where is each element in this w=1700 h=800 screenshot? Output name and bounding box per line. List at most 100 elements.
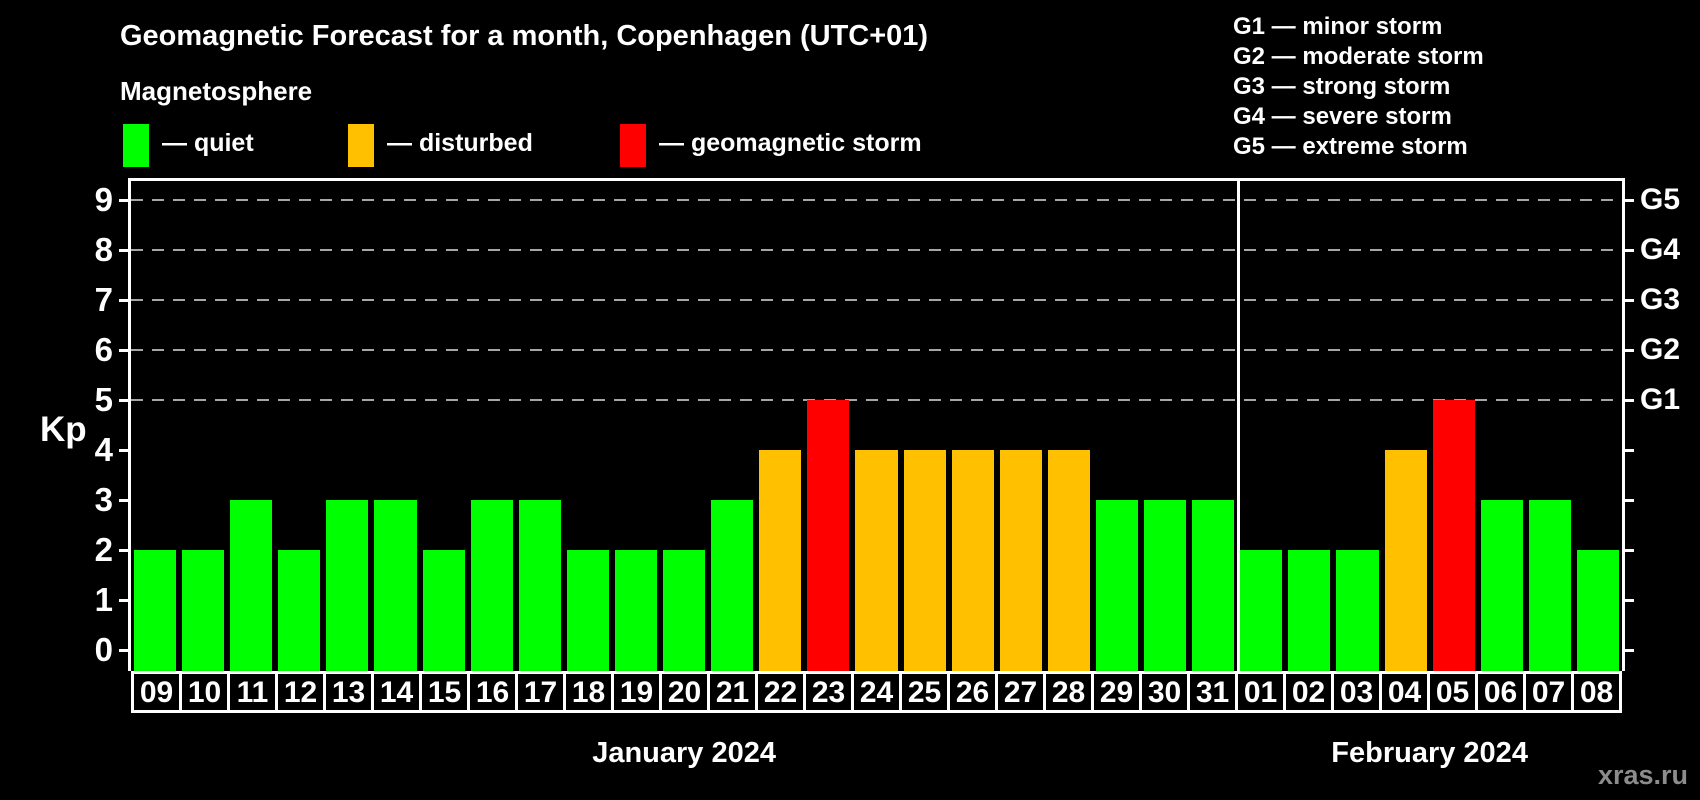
kp-bar-day-24 bbox=[855, 450, 898, 671]
right-axis-label-g1: G1 bbox=[1640, 383, 1681, 416]
right-axis-label-g3: G3 bbox=[1640, 283, 1681, 316]
y-tick-label: 6 bbox=[94, 331, 113, 368]
day-label: 27 bbox=[995, 671, 1046, 713]
y-axis-tick bbox=[119, 449, 131, 452]
kp-bar-day-28 bbox=[1047, 450, 1090, 671]
kp-bar-day-11 bbox=[230, 500, 273, 671]
right-axis-tick bbox=[1622, 399, 1634, 402]
day-label: 20 bbox=[659, 671, 710, 713]
day-label: 31 bbox=[1187, 671, 1238, 713]
legend-label-disturbed: — disturbed bbox=[387, 129, 533, 157]
y-tick-label: 3 bbox=[94, 481, 113, 518]
y-axis-tick bbox=[119, 499, 131, 502]
storm-scale-legend-line: G1 — minor storm bbox=[1233, 13, 1443, 40]
right-axis-tick bbox=[1622, 449, 1634, 452]
y-tick-label: 5 bbox=[94, 381, 113, 418]
y-tick-label: 1 bbox=[94, 581, 113, 618]
y-axis-tick bbox=[119, 299, 131, 302]
kp-bar-day-15 bbox=[422, 550, 465, 671]
day-label: 12 bbox=[275, 671, 326, 713]
day-label: 19 bbox=[611, 671, 662, 713]
day-label: 14 bbox=[371, 671, 422, 713]
month-label: February 2024 bbox=[1331, 737, 1528, 769]
gridline-kp9 bbox=[131, 199, 1622, 201]
month-divider bbox=[1237, 181, 1241, 671]
y-tick-label: 8 bbox=[94, 231, 113, 268]
kp-bar-day-09 bbox=[134, 550, 177, 671]
y-axis-tick bbox=[119, 649, 131, 652]
kp-bar-day-06 bbox=[1480, 500, 1523, 671]
y-tick-label: 4 bbox=[94, 431, 113, 468]
gridline-kp7 bbox=[131, 299, 1622, 301]
right-axis-tick bbox=[1622, 199, 1634, 202]
day-label: 03 bbox=[1331, 671, 1382, 713]
y-axis-tick bbox=[119, 599, 131, 602]
right-axis-tick bbox=[1622, 249, 1634, 252]
day-label: 15 bbox=[419, 671, 470, 713]
legend-title: Magnetosphere bbox=[120, 76, 313, 106]
kp-bar-day-20 bbox=[663, 550, 706, 671]
kp-bar-day-23 bbox=[807, 400, 850, 671]
day-label: 04 bbox=[1379, 671, 1430, 713]
y-axis-tick bbox=[119, 199, 131, 202]
legend-swatch-storm bbox=[620, 124, 646, 167]
day-label: 26 bbox=[947, 671, 998, 713]
kp-bar-day-21 bbox=[711, 500, 754, 671]
day-label: 25 bbox=[899, 671, 950, 713]
storm-scale-legend: G1 — minor storm G2 — moderate storm G3 — … bbox=[1233, 12, 1484, 162]
day-label: 16 bbox=[467, 671, 518, 713]
day-label: 18 bbox=[563, 671, 614, 713]
y-axis-tick bbox=[119, 349, 131, 352]
kp-bar-day-25 bbox=[903, 450, 946, 671]
day-label: 08 bbox=[1571, 671, 1622, 713]
gridline-kp5 bbox=[131, 399, 1622, 401]
kp-bar-day-08 bbox=[1576, 550, 1619, 671]
kp-bar-day-12 bbox=[278, 550, 321, 671]
kp-bar-day-14 bbox=[374, 500, 417, 671]
y-axis-label: Kp bbox=[40, 410, 87, 449]
day-label: 13 bbox=[323, 671, 374, 713]
y-axis-tick bbox=[119, 249, 131, 252]
kp-bar-day-04 bbox=[1384, 450, 1427, 671]
y-axis-tick bbox=[119, 549, 131, 552]
day-label: 29 bbox=[1091, 671, 1142, 713]
kp-bar-day-02 bbox=[1288, 550, 1331, 671]
kp-bar-day-01 bbox=[1240, 550, 1283, 671]
right-axis-tick bbox=[1622, 549, 1634, 552]
day-label: 10 bbox=[179, 671, 230, 713]
day-label: 30 bbox=[1139, 671, 1190, 713]
right-axis-label-g2: G2 bbox=[1640, 333, 1681, 366]
right-axis-tick bbox=[1622, 599, 1634, 602]
kp-bar-day-10 bbox=[182, 550, 225, 671]
kp-bar-day-07 bbox=[1528, 500, 1571, 671]
day-label: 11 bbox=[227, 671, 278, 713]
storm-scale-legend-line: G3 — strong storm bbox=[1233, 73, 1451, 100]
y-tick-label: 7 bbox=[94, 281, 113, 318]
day-label: 17 bbox=[515, 671, 566, 713]
right-axis-label-g4: G4 bbox=[1640, 233, 1681, 266]
right-axis-tick bbox=[1622, 649, 1634, 652]
kp-bar-day-29 bbox=[1095, 500, 1139, 671]
legend-label-storm: — geomagnetic storm bbox=[659, 129, 922, 157]
gridline-kp8 bbox=[131, 249, 1622, 251]
day-label: 05 bbox=[1427, 671, 1478, 713]
kp-bar-day-17 bbox=[518, 500, 561, 671]
storm-scale-legend-line: G4 — severe storm bbox=[1233, 103, 1452, 130]
y-tick-label: 0 bbox=[94, 631, 113, 668]
storm-scale-legend-line: G5 — extreme storm bbox=[1233, 133, 1468, 160]
kp-bar-day-18 bbox=[566, 550, 609, 671]
kp-bar-day-27 bbox=[999, 450, 1042, 671]
legend-swatch-quiet bbox=[123, 124, 149, 167]
kp-bar-day-26 bbox=[951, 450, 994, 671]
day-label: 07 bbox=[1523, 671, 1574, 713]
legend-label-quiet: — quiet bbox=[162, 129, 254, 157]
kp-bar-day-31 bbox=[1192, 500, 1235, 671]
kp-bar-day-22 bbox=[759, 450, 802, 671]
day-label: 09 bbox=[131, 671, 182, 713]
right-axis-label-g5: G5 bbox=[1640, 183, 1681, 216]
right-axis-tick bbox=[1622, 499, 1634, 502]
right-axis-tick bbox=[1622, 349, 1634, 352]
day-label: 21 bbox=[707, 671, 758, 713]
y-tick-label: 2 bbox=[94, 531, 113, 568]
y-tick-label: 9 bbox=[94, 181, 113, 218]
